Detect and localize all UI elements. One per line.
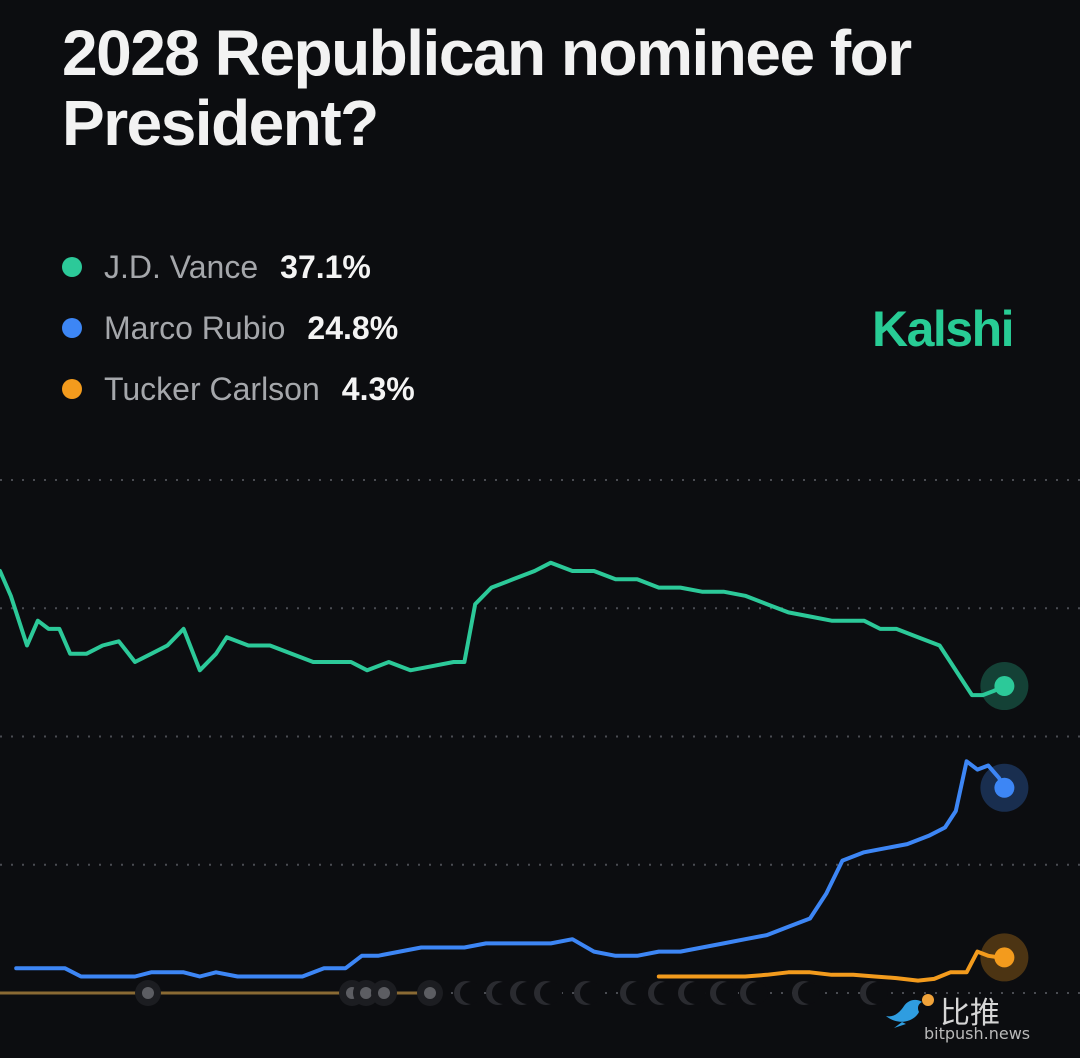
- scrubber-moon-shadow-10: [798, 982, 820, 1004]
- legend-dot-carlson: [62, 379, 82, 399]
- bitpush-watermark: 比推 bitpush.news: [884, 988, 1074, 1050]
- end-marker-marco-rubio: [994, 777, 1015, 798]
- scrubber-moon-shadow-5: [626, 982, 648, 1004]
- legend-item-carlson: Tucker Carlson 4.3%: [62, 368, 415, 410]
- legend-name-vance: J.D. Vance: [104, 248, 259, 285]
- grid-lines: [0, 479, 1080, 994]
- series-lines: [0, 560, 1007, 983]
- watermark-cn: 比推: [940, 996, 1000, 1031]
- scrubber-moon-shadow-3: [540, 982, 562, 1004]
- legend-dot-rubio: [62, 318, 82, 338]
- legend-item-rubio: Marco Rubio 24.8%: [62, 307, 415, 349]
- scrubber-knob-dot-0: [142, 987, 154, 999]
- scrubber-knob-dot-4: [424, 987, 436, 999]
- chart-title: 2028 Republican nominee for President?: [62, 17, 912, 159]
- scrubber-moon-shadow-1: [492, 982, 514, 1004]
- legend-name-rubio: Marco Rubio: [104, 309, 286, 346]
- legend-value-rubio: 24.8%: [307, 309, 399, 346]
- scrubber-moon-shadow-8: [716, 982, 738, 1004]
- scrubber-knob-dot-2: [360, 987, 372, 999]
- legend-value-carlson: 4.3%: [341, 370, 415, 407]
- legend-value-vance: 37.1%: [280, 248, 371, 285]
- series-line-tucker-carlson: [656, 949, 1007, 983]
- scrubber-moon-shadow-6: [654, 982, 676, 1004]
- series-line-j-d-vance: [0, 560, 1007, 698]
- bird-icon: [886, 994, 934, 1028]
- scrubber-moon-shadow-7: [684, 982, 706, 1004]
- series-line-marco-rubio: [14, 759, 1007, 979]
- legend-name-carlson: Tucker Carlson: [104, 370, 320, 407]
- chart-legend: J.D. Vance 37.1% Marco Rubio 24.8% Tucke…: [62, 246, 415, 429]
- scrubber-moon-shadow-11: [866, 982, 888, 1004]
- timeline-scrubber[interactable]: [0, 980, 888, 1006]
- scrubber-knob-dot-3: [378, 987, 390, 999]
- scrubber-moon-shadow-0: [460, 982, 482, 1004]
- legend-dot-vance: [62, 257, 82, 277]
- end-marker-tucker-carlson: [994, 947, 1015, 968]
- end-marker-j-d-vance: [994, 676, 1015, 697]
- kalshi-logo: Kalshi: [872, 301, 1015, 357]
- watermark-en: bitpush.news: [924, 1024, 1031, 1043]
- scrubber-moon-shadow-4: [580, 982, 602, 1004]
- scrubber-moon-shadow-9: [746, 982, 768, 1004]
- end-markers: [980, 662, 1029, 982]
- scrubber-moon-shadow-2: [516, 982, 538, 1004]
- legend-item-vance: J.D. Vance 37.1%: [62, 246, 415, 288]
